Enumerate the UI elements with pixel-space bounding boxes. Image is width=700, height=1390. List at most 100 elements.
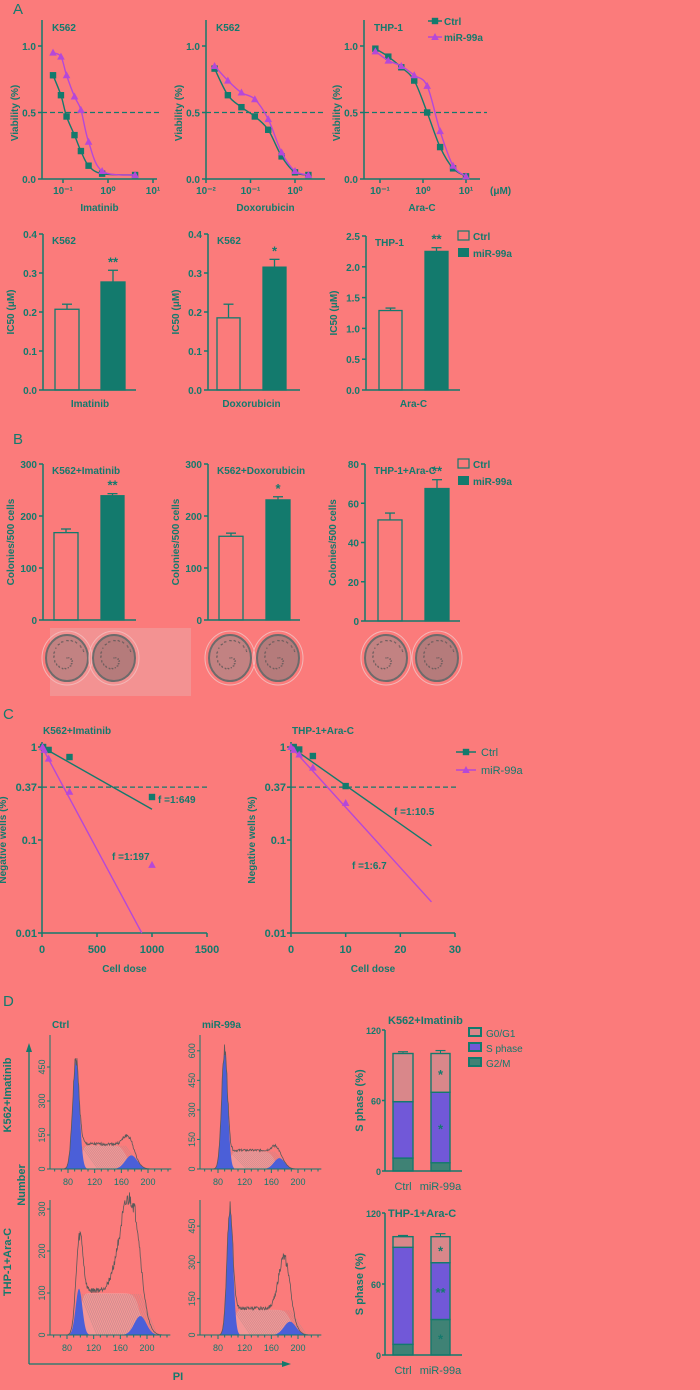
colony-dot [70,665,72,667]
data-point [309,763,317,771]
legend-label: miR-99a [444,33,483,44]
x-tick-label: 120 [237,1177,252,1187]
colony-dot [67,667,69,669]
x-tick-label: Ctrl [394,1365,411,1377]
bar-mir [265,499,291,621]
data-point [131,171,139,179]
colony-dot [233,639,235,642]
s-phase-hatch [91,1145,109,1170]
s-phase-hatch [104,1293,122,1336]
colony-dot [218,647,220,649]
colony-dot [372,652,374,654]
legend-label: G0/G1 [486,1029,516,1040]
colony-dot [385,639,387,642]
y-tick-label: 0.0 [346,386,360,397]
colony-dot [282,640,285,642]
y-axis-label: S phase (%) [354,1069,366,1132]
colony-dot [60,641,63,643]
dish-rim [252,630,304,686]
dish-rim [411,630,463,686]
x-tick-label: 10⁻² [196,186,216,197]
colony-dot [62,641,64,643]
x-axis-label: Doxorubicin [222,399,280,410]
s-phase-hatch [83,1145,101,1170]
colony-dot [82,650,85,653]
y-tick-label: 100 [185,564,202,575]
colony-dot [68,657,70,659]
data-point [462,172,470,180]
colony-dot [267,664,269,666]
chart-title: THP-1+Ara-C [374,466,436,477]
data-point [296,746,303,753]
dish-rim [88,630,140,686]
colony-dot [117,658,120,660]
data-point [384,56,393,64]
bar-ctrl [54,308,80,391]
y-tick-label: 600 [187,1043,197,1058]
colony-dot [276,668,278,670]
colony-dot [390,660,393,662]
colony-dot [293,649,295,651]
colony-dot [428,666,431,668]
colony-dot [398,645,400,647]
colony-dot [79,645,81,647]
y-tick-label: 0.0 [23,386,37,397]
y-tick-label: 0.5 [344,109,358,120]
x-axis-label: Imatinib [80,203,118,214]
s-phase-hatch [255,1310,273,1336]
y-tick-label: 150 [37,1127,47,1142]
y-tick-label: 300 [185,460,202,471]
colony-dot [390,640,393,642]
x-tick-label: miR-99a [420,1181,462,1193]
s-phase-hatch [110,1293,128,1336]
y-tick-label: 0.01 [16,928,37,940]
colony-dot [430,641,433,643]
colony-dot [386,667,388,669]
stacked-segment [430,1162,451,1172]
colony-dot [80,646,82,648]
y-tick-label: 300 [37,1201,47,1216]
colony-dot [282,662,284,665]
stacked-segment [392,1100,414,1159]
y-axis-label: Negative wells (%) [247,796,258,883]
colony-dot [265,660,267,662]
s-phase-hatch [87,1145,105,1170]
y-tick-label: 120 [366,1209,381,1219]
stacked-segment [392,1157,414,1172]
data-point [98,167,106,175]
colony-dot [390,662,392,665]
data-point [57,52,65,60]
colony-dot [389,658,392,660]
y-axis-label: Colonies/500 cells [328,499,339,586]
y-tick-label: 1 [280,742,286,754]
bar-mir [424,487,450,622]
colony-dot [265,661,267,663]
colony-dot [225,641,227,643]
colony-dot [101,660,103,662]
x-tick-label: 10¹ [459,186,474,197]
arrow-right-icon [282,1361,291,1367]
x-tick-label: 160 [264,1177,279,1187]
frequency-label: f =1:10.5 [394,807,435,818]
colony-dot [237,641,240,643]
colony-dot [129,650,132,653]
bar-mir [424,250,449,391]
data-point [309,752,317,760]
stacked-segment [392,1235,414,1249]
colony-dot [112,668,114,670]
s-phase-hatch [100,1293,118,1336]
colony-dot [114,667,116,669]
y-tick-label: 0 [376,1351,381,1361]
s-phase-hatch [229,1151,247,1170]
y-tick-label: 0.5 [186,109,200,120]
s-phase-hatch [247,1151,265,1170]
colony-dot [233,665,235,667]
s-phase-hatch [136,1293,154,1336]
colony-dot [452,650,455,653]
y-tick-label: 150 [187,1291,197,1306]
colony-dot [107,641,110,643]
colony-dot [277,639,279,642]
significance-marker: * [272,243,278,258]
colony-dot [440,639,442,642]
x-tick-label: 120 [86,1343,101,1353]
